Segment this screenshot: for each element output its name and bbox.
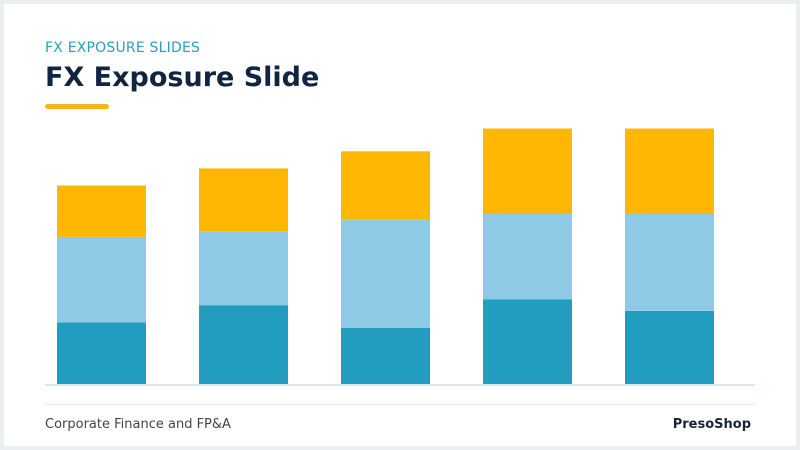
bar-4-segment-3: [483, 128, 572, 214]
bar-2-segment-1: [199, 305, 288, 385]
slide-kicker: FX EXPOSURE SLIDES: [45, 40, 201, 56]
slide-title: FX Exposure Slide: [45, 62, 320, 93]
bar-4-segment-1: [483, 299, 572, 385]
bar-1-segment-3: [57, 185, 146, 237]
bar-1-segment-2: [57, 236, 146, 323]
bar-5-segment-3: [625, 128, 714, 214]
footer-brand: PresoShop: [672, 417, 751, 432]
bar-2-segment-2: [199, 231, 288, 306]
footer-divider: [45, 404, 755, 405]
bar-1-segment-1: [57, 322, 146, 385]
bar-3-segment-1: [341, 328, 430, 385]
bar-5-segment-2: [625, 214, 714, 311]
title-accent-bar: [45, 104, 109, 109]
footer-caption: Corporate Finance and FP&A: [45, 417, 231, 432]
bar-5-segment-1: [625, 310, 714, 385]
bar-2-segment-3: [199, 168, 288, 232]
bar-3-segment-2: [341, 219, 430, 328]
bar-3-segment-3: [341, 151, 430, 220]
bar-4-segment-2: [483, 214, 572, 300]
